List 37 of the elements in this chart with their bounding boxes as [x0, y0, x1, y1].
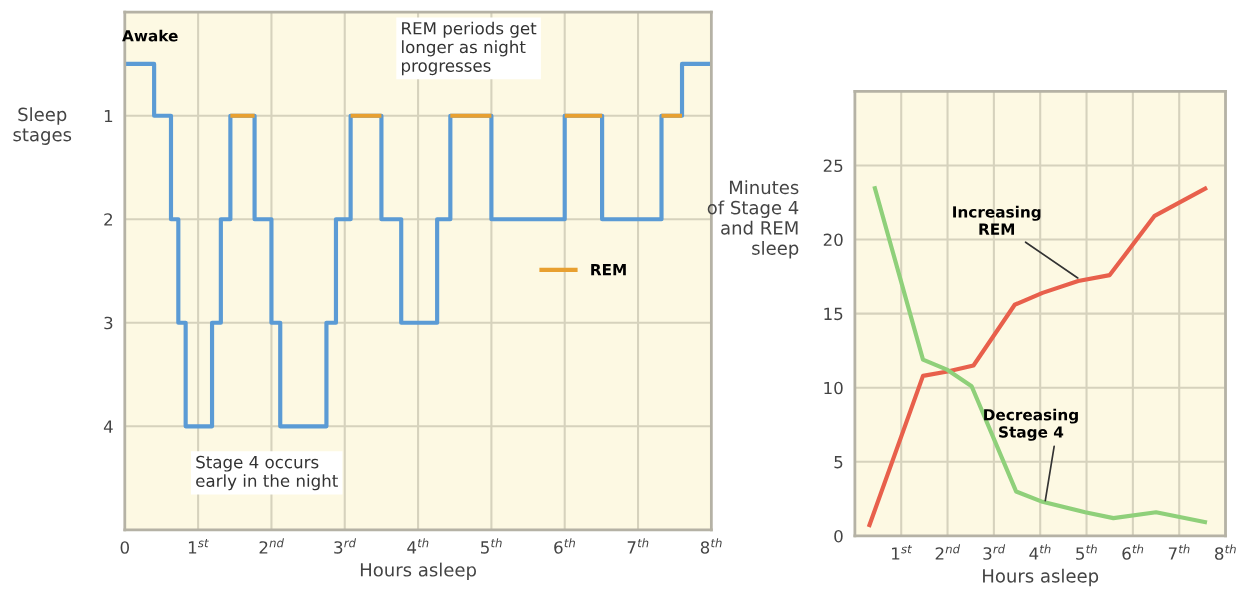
y-tick-label: 2	[104, 213, 113, 226]
y-tick-label: 5	[834, 456, 843, 469]
annotation: Awake	[122, 29, 178, 42]
y-tick-label: 3	[104, 316, 113, 330]
y-axis-title: Minutes of Stage 4 and REM sleep	[707, 180, 799, 259]
annotation: Decreasing Stage 4	[984, 408, 1078, 441]
y-tick-label: 0	[834, 529, 843, 543]
x-tick-label: 7$^{th}$	[1168, 544, 1190, 560]
y-tick-label: 1	[104, 109, 113, 123]
x-tick-label: 1$^{st}$	[892, 545, 912, 560]
x-tick-label: 6$^{th}$	[1122, 544, 1144, 560]
annotation: Stage 4 occurs early in the night	[196, 455, 338, 491]
x-tick-label: 3$^{rd}$	[334, 538, 357, 554]
annotation: Increasing REM	[953, 205, 1041, 235]
y-tick-label: 20	[823, 233, 843, 247]
x-tick-label: 5$^{th}$	[1076, 544, 1097, 560]
y-tick-label: 15	[824, 307, 843, 321]
y-tick-label: 4	[103, 420, 113, 433]
x-tick-label: 3$^{rd}$	[983, 544, 1006, 560]
x-axis-title: Hours asleep	[360, 562, 476, 581]
y-axis-title: Sleep stages	[13, 107, 72, 145]
x-tick-label: 6$^{th}$	[554, 538, 575, 554]
x-tick-label: 8$^{th}$	[700, 538, 722, 554]
x-tick-label: 8$^{th}$	[1215, 544, 1236, 560]
x-tick-label: 0	[120, 541, 129, 554]
x-tick-label: 2$^{nd}$	[935, 544, 961, 560]
x-tick-label: 5$^{th}$	[481, 538, 502, 554]
legend-label: REM	[591, 264, 626, 276]
annotation: REM periods get longer as night progresses	[402, 21, 537, 76]
x-tick-label: 4$^{th}$	[407, 538, 429, 554]
x-tick-label: 7$^{th}$	[627, 538, 649, 554]
x-tick-label: 1$^{st}$	[188, 538, 209, 554]
x-tick-label: 4$^{th}$	[1029, 544, 1051, 560]
y-tick-label: 10	[824, 381, 843, 395]
x-tick-label: 2$^{nd}$	[259, 538, 284, 554]
y-tick-label: 25	[823, 159, 843, 173]
x-axis-title: Hours asleep	[983, 568, 1099, 587]
